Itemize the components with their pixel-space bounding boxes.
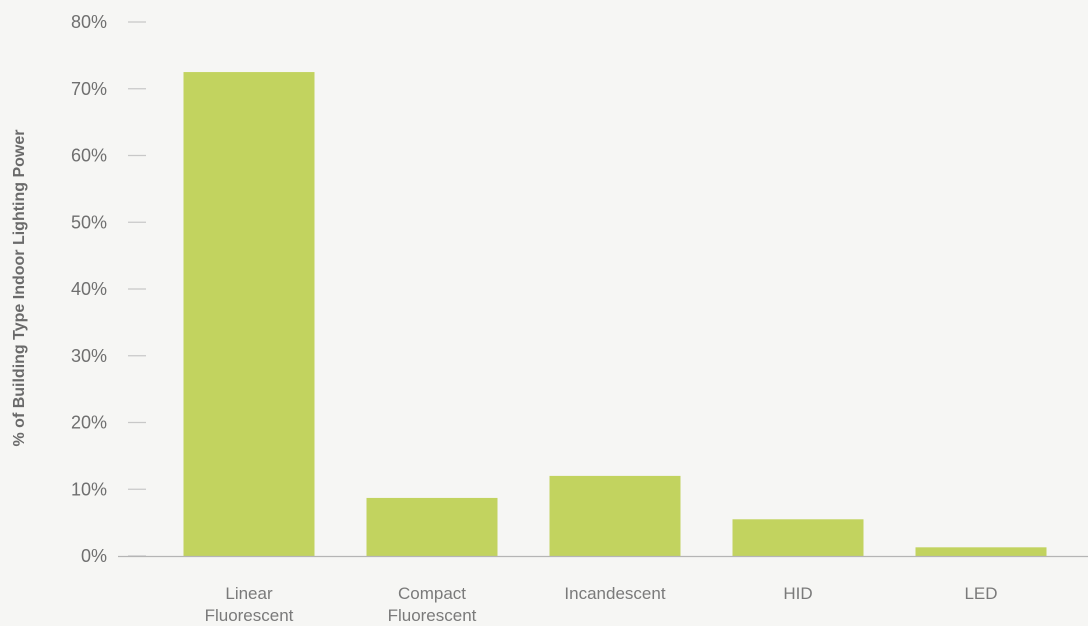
x-tick-label: LED <box>964 584 997 603</box>
y-tick-label: 10% <box>71 479 107 499</box>
bar <box>183 72 315 556</box>
x-tick-label: HID <box>783 584 812 603</box>
x-tick-label: Compact Fluorescent <box>388 584 477 625</box>
y-tick-label: 80% <box>71 12 107 32</box>
bar <box>549 475 681 556</box>
y-tick-label: 0% <box>81 546 107 566</box>
bar <box>915 547 1047 556</box>
bar <box>732 519 864 556</box>
y-axis-title: % of Building Type Indoor Lighting Power <box>11 129 28 446</box>
y-axis: 0% 10% 20% 30% 40% 50% 60% 70% 80% <box>71 12 146 566</box>
y-tick-label: 20% <box>71 413 107 433</box>
x-axis: Linear Fluorescent Compact Fluorescent Incan… <box>205 584 998 625</box>
y-tick-label: 70% <box>71 79 107 99</box>
x-tick-label: Linear Fluorescent <box>205 584 294 625</box>
y-tick-label: 60% <box>71 146 107 166</box>
y-tick-label: 50% <box>71 212 107 232</box>
y-tick-label: 40% <box>71 279 107 299</box>
y-tick-label: 30% <box>71 346 107 366</box>
x-tick-label: Incandescent <box>564 584 665 603</box>
bars <box>183 72 1047 556</box>
bar <box>366 497 498 556</box>
